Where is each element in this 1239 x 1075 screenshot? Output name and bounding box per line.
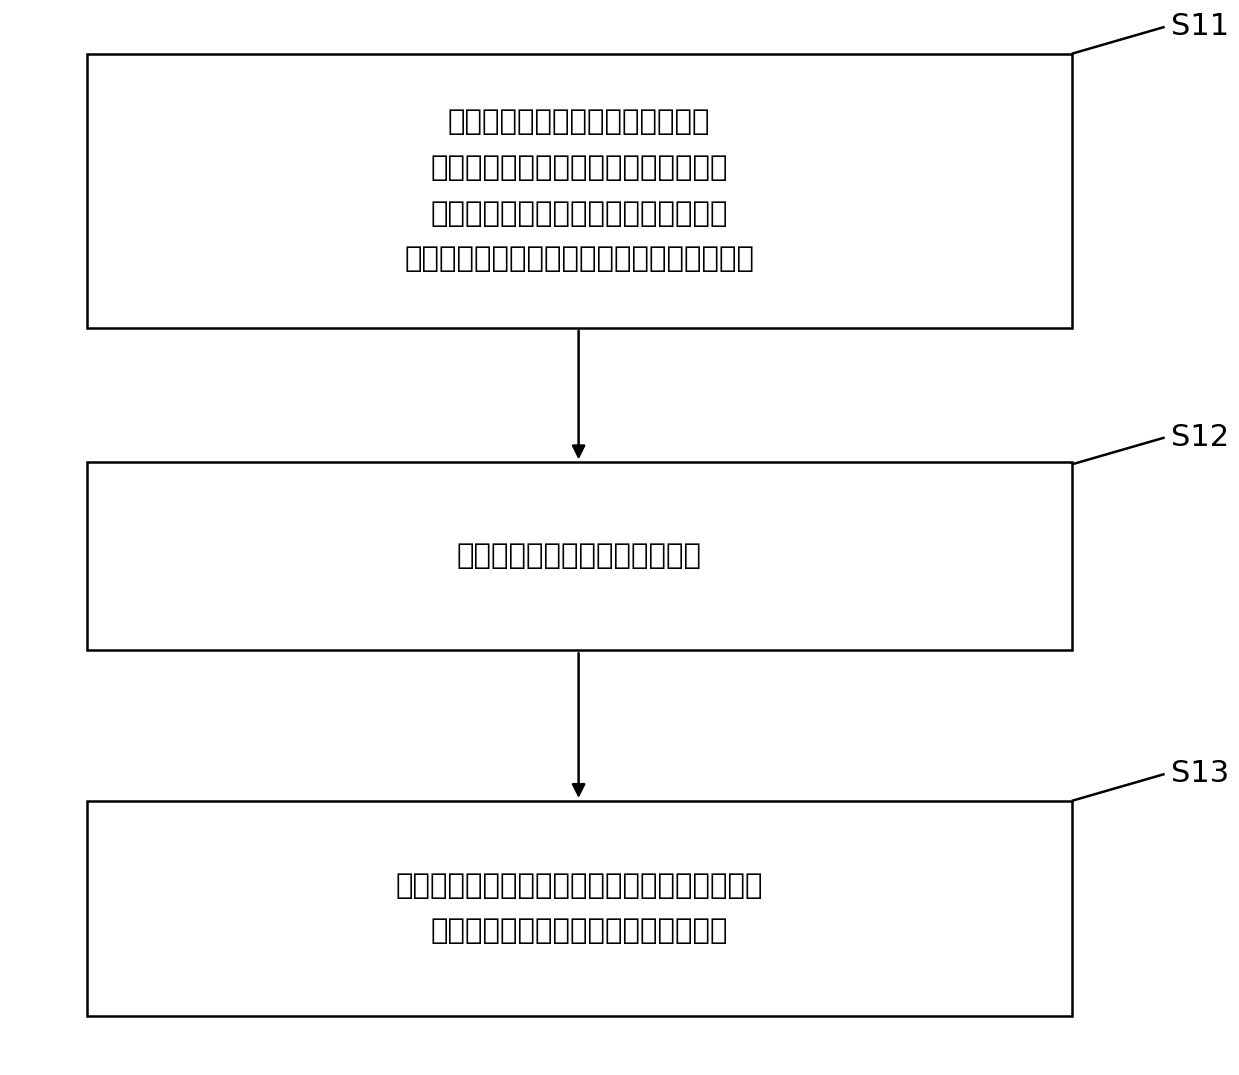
Text: S12: S12: [1171, 424, 1229, 452]
Bar: [87, 801, 1072, 1016]
Text: S11: S11: [1171, 13, 1229, 41]
Bar: [87, 462, 1072, 650]
Text: 通过安装在绳子上的力传感器实时采集用户上肢
施加在绳牵引康复机器人的交互力信号: 通过安装在绳子上的力传感器实时采集用户上肢 施加在绳牵引康复机器人的交互力信号: [395, 872, 763, 945]
Bar: [87, 54, 1072, 328]
Text: 将绳牵引康复机器人的末端执行器
复位至指定起始位置，指导用户将上肢
放置在绳牵引康复机器人的末端执行器
上，通过交互界面引导用户熟悉康复训练动作: 将绳牵引康复机器人的末端执行器 复位至指定起始位置，指导用户将上肢 放置在绳牵引…: [404, 109, 755, 273]
Text: S13: S13: [1171, 760, 1229, 788]
Text: 实时采集用户上肢的运动学信号: 实时采集用户上肢的运动学信号: [457, 542, 701, 571]
